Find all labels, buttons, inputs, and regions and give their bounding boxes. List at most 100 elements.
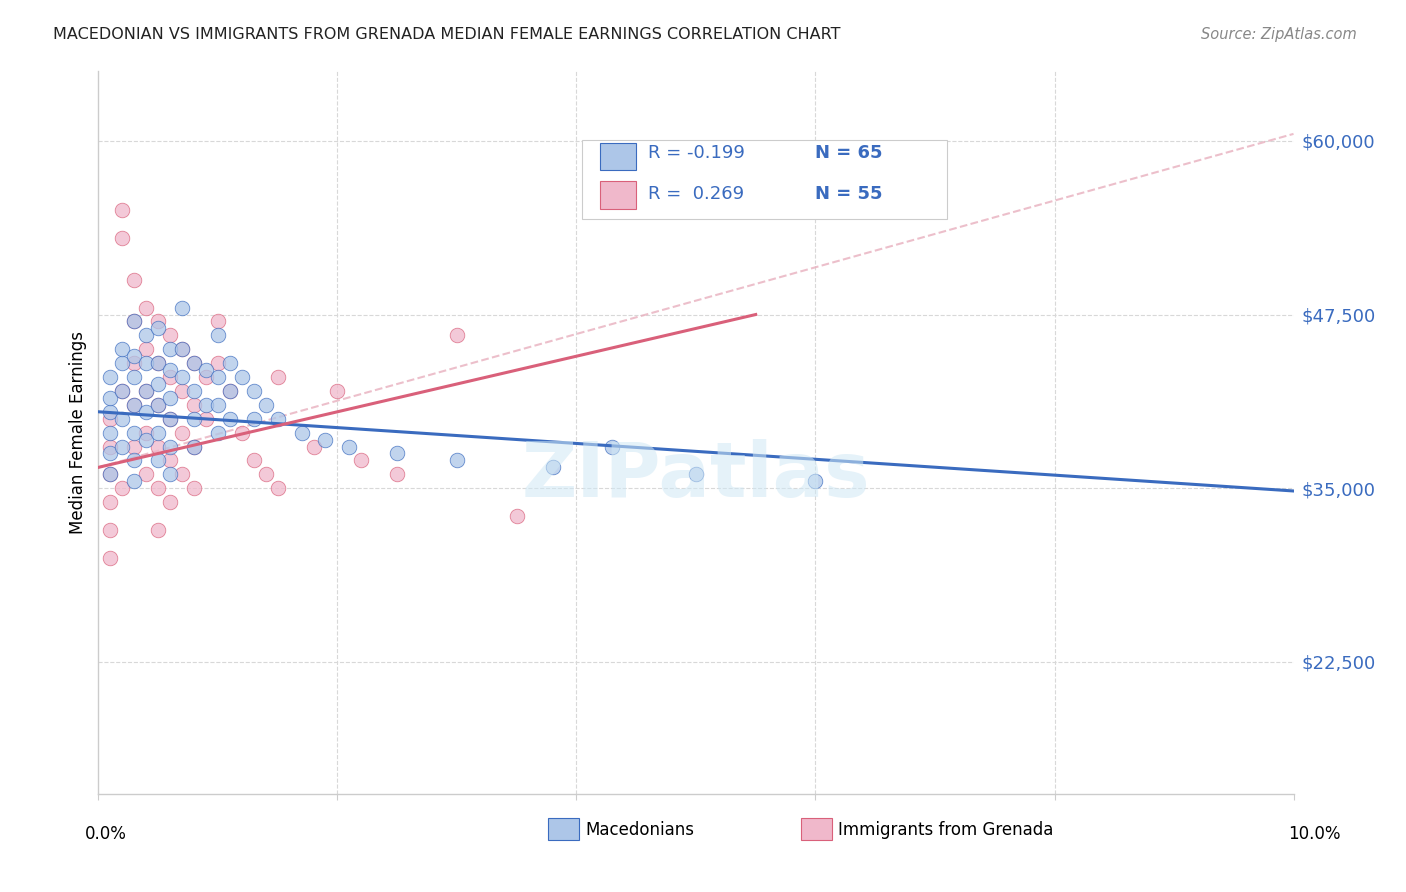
Text: 10.0%: 10.0% [1288, 825, 1341, 843]
Point [148, 425, 170, 440]
Point [541, 460, 564, 475]
Point [124, 370, 146, 384]
Text: Macedonians: Macedonians [585, 821, 695, 838]
Point [219, 356, 242, 370]
Text: Source: ZipAtlas.com: Source: ZipAtlas.com [1201, 27, 1357, 42]
Point [339, 440, 361, 454]
Point [159, 391, 181, 405]
Point [135, 328, 157, 343]
Point [195, 370, 218, 384]
Point [385, 467, 409, 482]
Point [183, 440, 205, 454]
Point [254, 398, 277, 412]
Point [172, 384, 194, 398]
Point [111, 481, 134, 495]
Point [148, 481, 170, 495]
Point [135, 384, 157, 398]
Point [135, 343, 157, 357]
Point [98, 391, 122, 405]
Point [135, 384, 157, 398]
Point [172, 343, 194, 357]
Point [243, 453, 266, 467]
Point [148, 314, 170, 328]
Point [219, 384, 242, 398]
Text: ZIPatlas: ZIPatlas [522, 439, 870, 513]
Point [243, 411, 266, 425]
Point [148, 440, 170, 454]
Point [148, 398, 170, 412]
Point [111, 384, 134, 398]
Point [207, 370, 229, 384]
Point [183, 481, 205, 495]
Point [207, 398, 229, 412]
Point [124, 425, 146, 440]
Point [385, 446, 409, 460]
Point [207, 328, 229, 343]
Point [98, 370, 122, 384]
Point [172, 370, 194, 384]
Point [159, 453, 181, 467]
Point [159, 495, 181, 509]
Point [98, 446, 122, 460]
Point [183, 411, 205, 425]
Point [804, 475, 827, 489]
Point [291, 425, 314, 440]
Point [159, 328, 181, 343]
Point [195, 398, 218, 412]
Point [148, 523, 170, 537]
Point [124, 453, 146, 467]
Text: Immigrants from Grenada: Immigrants from Grenada [838, 821, 1053, 838]
Point [124, 273, 146, 287]
Point [207, 314, 229, 328]
Point [98, 411, 122, 425]
Bar [600, 181, 637, 209]
Point [135, 405, 157, 419]
Point [124, 440, 146, 454]
Point [124, 356, 146, 370]
Point [243, 384, 266, 398]
Point [98, 440, 122, 454]
Point [111, 411, 134, 425]
Point [219, 384, 242, 398]
Point [111, 440, 134, 454]
Y-axis label: Median Female Earnings: Median Female Earnings [69, 331, 87, 534]
Point [98, 405, 122, 419]
Point [183, 356, 205, 370]
Point [602, 440, 624, 454]
Point [195, 363, 218, 377]
Point [98, 467, 122, 482]
Point [159, 363, 181, 377]
Point [98, 467, 122, 482]
Point [315, 433, 337, 447]
Point [183, 398, 205, 412]
Point [135, 467, 157, 482]
Point [135, 433, 157, 447]
Point [111, 356, 134, 370]
Point [302, 440, 325, 454]
Point [207, 356, 229, 370]
Text: MACEDONIAN VS IMMIGRANTS FROM GRENADA MEDIAN FEMALE EARNINGS CORRELATION CHART: MACEDONIAN VS IMMIGRANTS FROM GRENADA ME… [53, 27, 841, 42]
Point [148, 356, 170, 370]
Point [124, 314, 146, 328]
Text: R = -0.199: R = -0.199 [648, 144, 745, 162]
Point [124, 314, 146, 328]
Point [267, 481, 290, 495]
Point [124, 398, 146, 412]
Point [446, 453, 468, 467]
Point [446, 328, 468, 343]
Point [172, 343, 194, 357]
Point [98, 425, 122, 440]
Point [111, 343, 134, 357]
Point [231, 370, 253, 384]
Point [111, 231, 134, 245]
Point [148, 398, 170, 412]
Text: N = 65: N = 65 [815, 144, 883, 162]
Point [254, 467, 277, 482]
Point [219, 411, 242, 425]
Point [148, 453, 170, 467]
Point [135, 425, 157, 440]
Point [135, 301, 157, 315]
Point [183, 356, 205, 370]
Point [124, 349, 146, 363]
Point [159, 411, 181, 425]
